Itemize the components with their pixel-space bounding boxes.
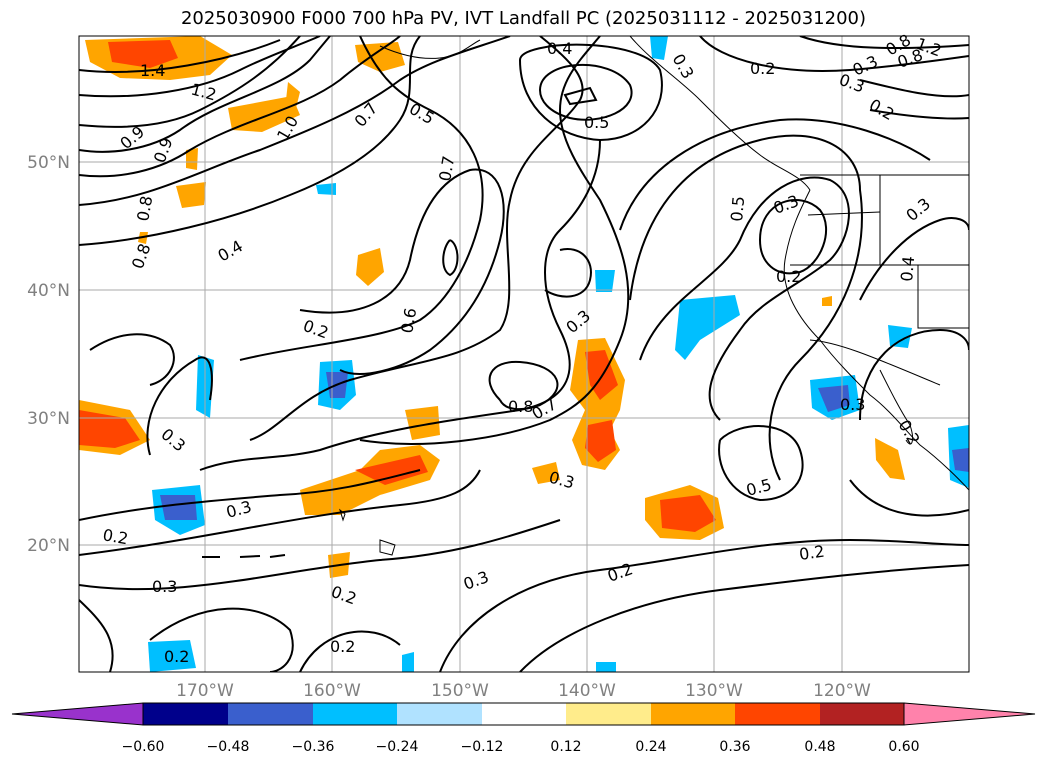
contour-label: 0.3 bbox=[562, 306, 594, 337]
colorbar-swatch bbox=[566, 703, 651, 725]
colorbar-swatch bbox=[228, 703, 313, 725]
colorbar-swatch bbox=[313, 703, 397, 725]
contour-label: 0.2 bbox=[164, 647, 189, 666]
colorbar-tick-label: −0.36 bbox=[292, 739, 335, 755]
contour-label: 0.7 bbox=[435, 154, 458, 182]
contour-label: 0.6 bbox=[397, 306, 420, 334]
contour-label: 0.3 bbox=[771, 191, 801, 218]
contour-label: 0.2 bbox=[866, 95, 898, 124]
lon-label: 120°W bbox=[813, 681, 871, 701]
colorbar-swatch bbox=[397, 703, 482, 725]
contour-label: 1.2 bbox=[189, 80, 219, 105]
contour-label: 0.2 bbox=[776, 267, 801, 286]
colorbar-tick-label: 0.36 bbox=[719, 739, 750, 755]
contour-label: 0.2 bbox=[330, 637, 355, 656]
contour-label: 0.2 bbox=[301, 316, 331, 343]
lon-label: 160°W bbox=[303, 681, 361, 701]
contour-label: 0.3 bbox=[224, 497, 254, 522]
chart-title: 2025030900 F000 700 hPa PV, IVT Landfall… bbox=[180, 8, 867, 29]
lon-axis: 170°W 160°W 150°W 140°W 130°W 120°W bbox=[176, 681, 871, 701]
colorbar-swatch bbox=[482, 703, 566, 725]
contour-label: 0.4 bbox=[897, 255, 918, 282]
colorbar-swatch bbox=[143, 703, 228, 725]
colorbar-tick-label: −0.12 bbox=[461, 739, 504, 755]
contour-label: 0.3 bbox=[157, 425, 189, 456]
contour-label: 0.7 bbox=[351, 99, 382, 131]
lat-label: 20°N bbox=[27, 536, 70, 556]
contour-label: 0.5 bbox=[406, 99, 438, 128]
pv-contours bbox=[79, 36, 969, 672]
lat-label: 30°N bbox=[27, 409, 70, 429]
colorbar-tick-label: −0.48 bbox=[207, 739, 250, 755]
colorbar-tick-label: −0.24 bbox=[376, 739, 419, 755]
lat-label: 50°N bbox=[27, 153, 70, 173]
colorbar-swatch bbox=[651, 703, 735, 725]
contour-label: 0.3 bbox=[461, 567, 491, 594]
map-area bbox=[79, 36, 969, 672]
contour-label: 0.2 bbox=[329, 582, 359, 609]
colorbar-tick-label: 0.12 bbox=[550, 739, 581, 755]
contour-label: 0.5 bbox=[744, 475, 774, 500]
contour-label: 0.5 bbox=[584, 113, 609, 132]
contour-label: 0.4 bbox=[547, 39, 572, 58]
contour-label: 0.5 bbox=[727, 195, 748, 222]
colorbar-swatch bbox=[735, 703, 820, 725]
contour-label: 0.8 bbox=[128, 241, 155, 271]
contour-label: 0.3 bbox=[152, 577, 177, 596]
contour-label: 0.3 bbox=[547, 468, 577, 493]
colorbar-tick-label: −0.60 bbox=[122, 739, 165, 755]
colorbar-outline bbox=[142, 702, 905, 726]
lon-label: 130°W bbox=[685, 681, 743, 701]
colorbar-extend-low bbox=[11, 702, 144, 726]
contour-label: 0.2 bbox=[798, 542, 826, 564]
lat-label: 40°N bbox=[27, 281, 70, 301]
lat-axis: 50°N 40°N 30°N 20°N bbox=[27, 153, 70, 556]
colorbar-tick-label: 0.24 bbox=[635, 739, 666, 755]
colorbar: −0.60 −0.48 −0.36 −0.24 −0.12 0.12 0.24 … bbox=[11, 702, 1036, 755]
contour-label: 0.8 bbox=[133, 194, 156, 222]
shaded-fields bbox=[79, 36, 969, 672]
coastlines bbox=[339, 36, 969, 556]
contour-label: 0.3 bbox=[902, 194, 934, 225]
contour-label: 0.2 bbox=[605, 559, 635, 586]
contour-label: 0.4 bbox=[215, 236, 247, 265]
contour-label: 1.4 bbox=[140, 61, 165, 80]
contour-label: 0.3 bbox=[669, 51, 698, 83]
lon-label: 170°W bbox=[176, 681, 234, 701]
map-border bbox=[78, 35, 970, 673]
contour-label: 0.8 bbox=[508, 397, 533, 416]
lon-label: 140°W bbox=[558, 681, 616, 701]
grid-lines bbox=[79, 36, 969, 672]
contour-labels: 1.4 1.2 1.0 0.7 0.5 0.4 0.5 0.3 0.2 0.3 … bbox=[101, 30, 944, 666]
colorbar-swatch bbox=[820, 703, 904, 725]
contour-label: 0.2 bbox=[895, 417, 924, 449]
contour-label: 0.2 bbox=[750, 59, 775, 78]
colorbar-extend-high bbox=[903, 702, 1036, 726]
contour-label: 0.2 bbox=[101, 525, 129, 548]
contour-label: 0.3 bbox=[840, 395, 865, 414]
colorbar-tick-label: 0.48 bbox=[804, 739, 835, 755]
lon-label: 150°W bbox=[431, 681, 489, 701]
colorbar-tick-label: 0.60 bbox=[888, 739, 919, 755]
